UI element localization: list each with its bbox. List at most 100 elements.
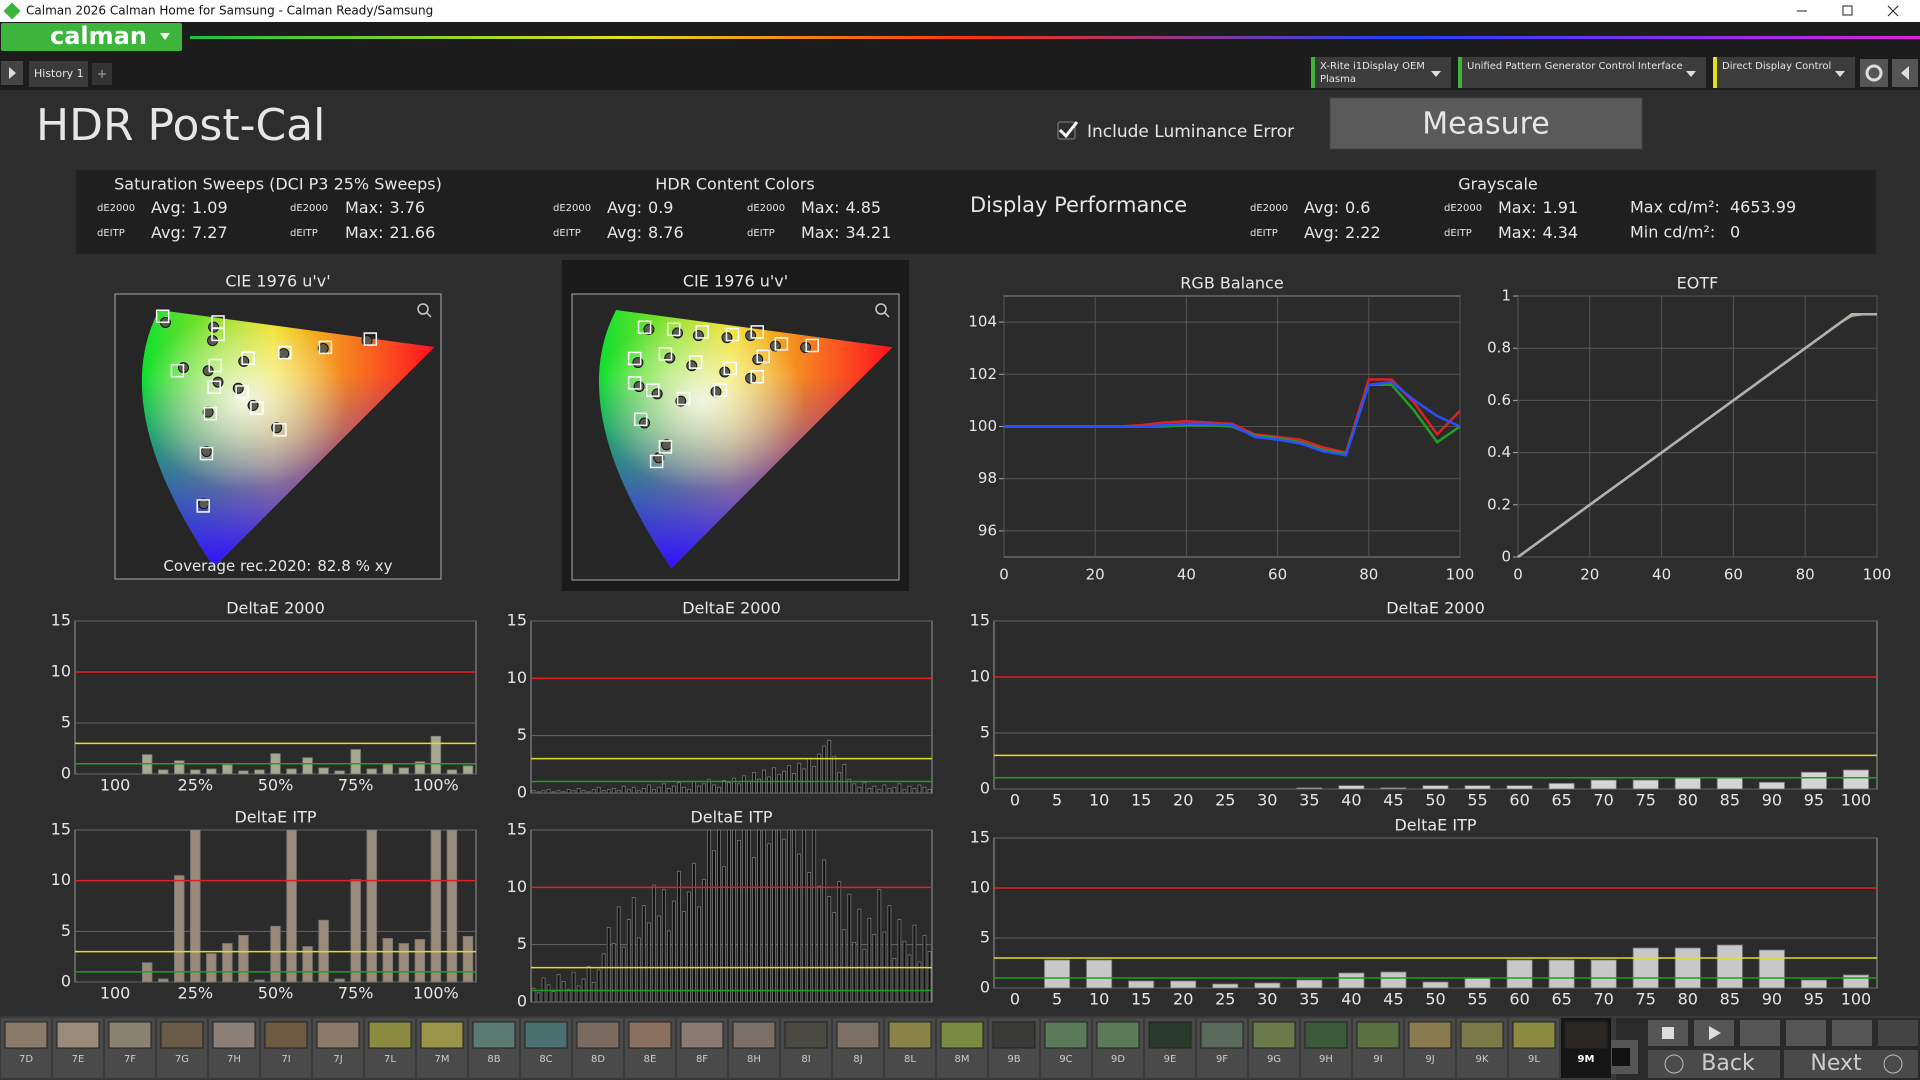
swatch-color — [368, 1021, 412, 1049]
bar — [872, 785, 877, 794]
device-status — [1311, 57, 1315, 88]
y-tick-label: 10 — [507, 668, 527, 687]
x-tick-label: 10 — [1089, 791, 1109, 810]
bar — [697, 906, 701, 1003]
y-tick-label: 5 — [517, 934, 527, 953]
measure-button[interactable] — [1329, 97, 1643, 150]
x-tick-label: 95 — [1804, 791, 1824, 810]
metric-label: dEITP — [290, 228, 318, 239]
y-tick-label: 10 — [507, 877, 527, 896]
x-tick-label: 85 — [1720, 791, 1740, 810]
bar — [546, 789, 551, 794]
transport-button[interactable] — [1832, 1020, 1872, 1046]
bar — [782, 838, 787, 1003]
bar — [596, 786, 601, 794]
stat-label: Max: — [801, 198, 839, 217]
x-tick-label: 70 — [1594, 990, 1614, 1009]
bar — [536, 992, 541, 1003]
bar — [366, 768, 377, 775]
metric-label: dE2000 — [290, 203, 328, 214]
close-button[interactable] — [1887, 5, 1899, 17]
bar — [430, 735, 442, 775]
measured-point — [692, 330, 704, 342]
maximize-button[interactable] — [1842, 5, 1853, 16]
bar — [586, 791, 591, 794]
summary-title: Grayscale — [1458, 175, 1537, 194]
x-tick-label: 40 — [1341, 990, 1361, 1009]
chart-title: DeltaE ITP — [1394, 816, 1476, 835]
device-dropdown[interactable] — [1458, 57, 1706, 88]
device-dropdown[interactable] — [1713, 57, 1855, 88]
x-tick-label: 0 — [1010, 791, 1020, 810]
bar — [747, 829, 751, 1003]
bar — [887, 788, 892, 794]
bar — [912, 788, 917, 794]
bar — [576, 985, 581, 1003]
target-point — [633, 412, 648, 427]
metric-label: dEITP — [1250, 228, 1278, 239]
metric-label: dEITP — [747, 228, 775, 239]
bar — [702, 783, 706, 794]
bar — [206, 953, 217, 983]
bar — [837, 881, 842, 1003]
bar — [286, 768, 297, 775]
bar — [732, 777, 736, 794]
target-point — [170, 363, 185, 378]
device-label: Unified Pattern Generator Control Interf… — [1467, 61, 1683, 72]
tab[interactable] — [29, 61, 88, 87]
bar — [651, 884, 656, 1003]
metric-label: dEITP — [553, 228, 581, 239]
y-tick-label: 15 — [970, 611, 990, 630]
measured-point — [232, 382, 244, 394]
swatch-label: 9B — [1007, 1054, 1020, 1065]
settings-button[interactable] — [1860, 59, 1888, 87]
stat-label: Avg: — [607, 198, 642, 217]
summary-value: Avg: 1.09 — [151, 198, 228, 217]
next-button[interactable] — [1784, 1050, 1918, 1078]
x-tick-label: 55 — [1467, 990, 1487, 1009]
checkbox[interactable] — [1057, 121, 1076, 140]
chart-title: DeltaE ITP — [690, 808, 772, 827]
measured-point — [632, 357, 644, 369]
back-button[interactable] — [1648, 1050, 1780, 1078]
bar — [606, 927, 611, 1003]
bar — [692, 862, 696, 1003]
y-tick-label: 10 — [970, 667, 990, 686]
chart-title: RGB Balance — [1180, 274, 1283, 293]
x-tick-label: 55 — [1467, 791, 1487, 810]
swatch-label: 9C — [1059, 1054, 1072, 1065]
bar — [621, 785, 626, 794]
target-point — [805, 338, 819, 353]
transport-button[interactable] — [1878, 1020, 1918, 1046]
y-tick-label: 0 — [517, 992, 527, 1011]
swatch-color — [420, 1021, 464, 1049]
measured-point — [686, 360, 698, 372]
x-tick-label: 90 — [1762, 791, 1782, 810]
y-tick-label: 0.8 — [1487, 339, 1511, 357]
stat-number: 4.34 — [1542, 223, 1578, 242]
gamut-white — [598, 310, 893, 568]
bar — [238, 770, 249, 775]
bar — [1380, 971, 1407, 989]
measure-label: Measure — [1422, 107, 1550, 142]
bar — [681, 786, 686, 794]
bar — [727, 782, 731, 794]
y-tick-label: 15 — [970, 828, 990, 847]
bar — [561, 980, 566, 1003]
summary-title: Display Performance — [970, 193, 1187, 217]
x-tick-label: 70 — [1594, 791, 1614, 810]
bar — [646, 784, 651, 794]
transport-button[interactable] — [1786, 1020, 1826, 1046]
x-tick-label: 25% — [178, 984, 214, 1003]
x-tick-label: 15 — [1131, 791, 1151, 810]
device-dropdown[interactable] — [1311, 57, 1451, 88]
transport-button[interactable] — [1740, 1020, 1780, 1046]
bar — [772, 829, 777, 1003]
bar — [892, 786, 897, 794]
logo-button[interactable] — [1, 23, 182, 51]
stat-label: Max cd/m²: — [1630, 198, 1720, 217]
collapse-icon — [1901, 66, 1909, 80]
bar — [158, 769, 169, 775]
next-icon — [1883, 1054, 1903, 1074]
bar — [656, 786, 661, 794]
